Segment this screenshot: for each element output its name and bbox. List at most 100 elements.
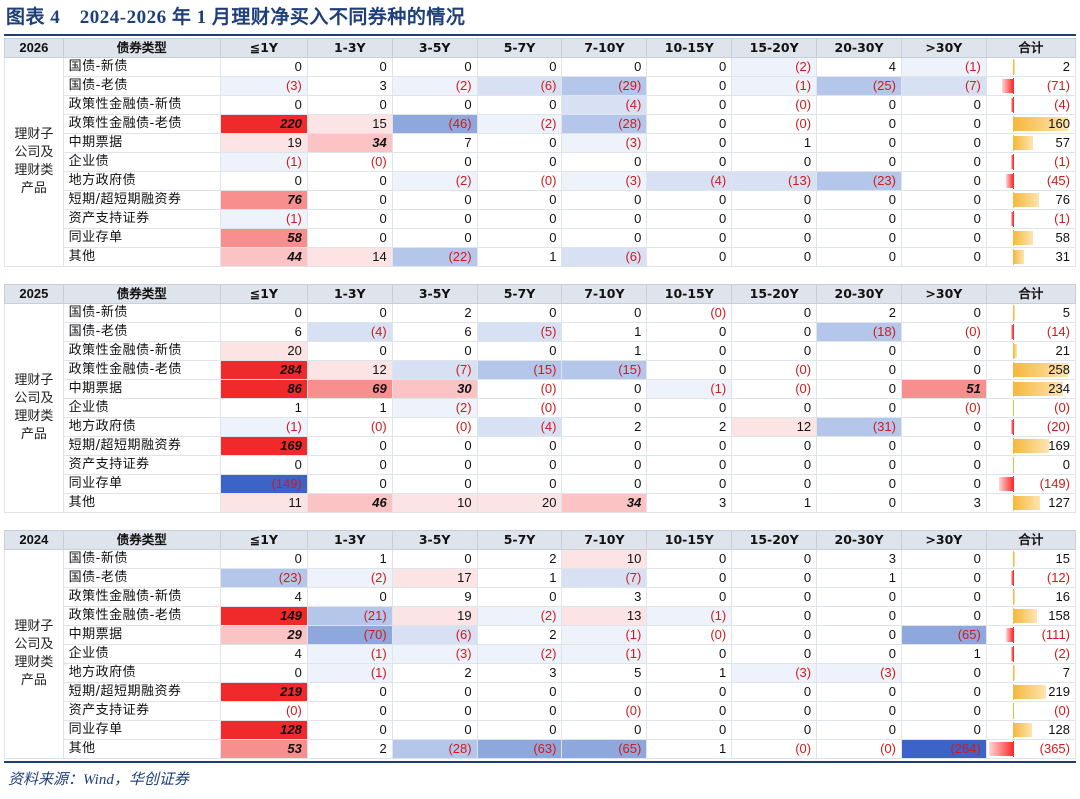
value-cell: (15) (561, 360, 648, 380)
value-cell: 0 (391, 95, 478, 115)
value-cell: 0 (219, 455, 308, 475)
total-axis (1012, 419, 1014, 435)
value-cell: (3) (816, 663, 902, 683)
value-cell: 0 (816, 209, 902, 229)
value-cell: 0 (731, 701, 818, 721)
value-cell: 0 (306, 682, 393, 702)
value-cell: 0 (731, 228, 818, 248)
table-row: 同业存单 58 0 0 0 0 0 0 0 0 58 (5, 228, 1077, 248)
value-cell: 0 (816, 247, 902, 267)
maturity-header: 7-10Y (561, 530, 648, 550)
total-value: 21 (1055, 343, 1070, 358)
value-cell: 0 (561, 57, 648, 77)
total-value: (1) (1054, 154, 1070, 169)
total-axis (1012, 381, 1014, 397)
value-cell: 0 (816, 625, 902, 645)
value-cell: 5 (561, 663, 648, 683)
value-cell: 0 (731, 568, 818, 588)
total-axis (1012, 135, 1014, 151)
value-cell: 0 (561, 152, 648, 172)
total-axis (1012, 78, 1014, 94)
value-cell: 0 (219, 303, 308, 323)
table-row: 地方政府债 0 (1) 2 3 5 1 (3) (3) 0 7 (5, 663, 1077, 683)
total-value: (149) (1039, 476, 1070, 491)
total-bar (1012, 496, 1040, 510)
total-value: (45) (1046, 173, 1070, 188)
value-cell: (1) (306, 663, 393, 683)
value-cell: (0) (731, 739, 818, 759)
value-cell: (1) (219, 417, 308, 437)
value-cell: (1) (306, 644, 393, 664)
value-cell: 0 (816, 701, 902, 721)
value-cell: (2) (476, 644, 563, 664)
table-row: 短期/超短期融资券 169 0 0 0 0 0 0 0 0 169 (5, 436, 1077, 456)
total-cell: (111) (985, 625, 1077, 645)
value-cell: 0 (646, 587, 733, 607)
value-cell: (0) (731, 114, 818, 134)
value-cell: 0 (476, 95, 563, 115)
value-cell: 0 (900, 247, 987, 267)
value-cell: 0 (561, 682, 648, 702)
value-cell: 0 (476, 587, 563, 607)
value-cell: 2 (816, 303, 902, 323)
total-axis (1012, 703, 1014, 719)
data-table-2024: 2024 债券类型 ≦1Y 1-3Y 3-5Y 5-7Y 7-10Y 10-15Y 15-20Y… (4, 530, 1077, 759)
total-cell: 160 (985, 114, 1077, 134)
value-cell: 44 (219, 247, 308, 267)
value-cell: (0) (731, 379, 818, 399)
value-cell: 6 (219, 322, 308, 342)
value-cell: (2) (476, 606, 563, 626)
side-label: 理财子公司及理财类产品 (4, 549, 64, 759)
total-bar (1012, 60, 1015, 74)
total-axis (1012, 495, 1014, 511)
value-cell: 69 (306, 379, 393, 399)
total-bar (1012, 306, 1015, 320)
bond-type-label: 企业债 (62, 398, 221, 418)
value-cell: (29) (561, 76, 648, 96)
maturity-header: >30Y (900, 530, 987, 550)
total-header: 合计 (985, 284, 1077, 304)
maturity-header: >30Y (900, 284, 987, 304)
total-axis (1012, 608, 1014, 624)
value-cell: 0 (646, 322, 733, 342)
value-cell: 13 (561, 606, 648, 626)
value-cell: 2 (306, 739, 393, 759)
value-cell: 0 (900, 549, 987, 569)
maturity-header: 10-15Y (646, 284, 733, 304)
total-bar (1012, 382, 1063, 396)
value-cell: 0 (646, 360, 733, 380)
table-row: 资产支持证券 (1) 0 0 0 0 0 0 0 0 (1) (5, 209, 1077, 229)
value-cell: 0 (306, 701, 393, 721)
value-cell: 34 (561, 493, 648, 513)
table-row: 国债-老债 (23) (2) 17 1 (7) 0 0 1 0 (12) (5, 568, 1077, 588)
value-cell: 0 (561, 455, 648, 475)
value-cell: (65) (900, 625, 987, 645)
value-cell: 3 (646, 493, 733, 513)
value-cell: 0 (476, 303, 563, 323)
value-cell: (1) (561, 644, 648, 664)
bond-type-label: 政策性金融债-新债 (62, 587, 221, 607)
total-axis (1012, 646, 1014, 662)
data-table-2025: 2025 债券类型 ≦1Y 1-3Y 3-5Y 5-7Y 7-10Y 10-15Y 15-20Y… (4, 284, 1077, 513)
value-cell: 0 (391, 455, 478, 475)
value-cell: 0 (306, 190, 393, 210)
value-cell: 0 (646, 644, 733, 664)
total-axis (1012, 154, 1014, 170)
total-cell: (45) (985, 171, 1077, 191)
value-cell: 0 (900, 341, 987, 361)
total-value: 15 (1055, 551, 1070, 566)
total-header: 合计 (985, 530, 1077, 550)
value-cell: 0 (646, 398, 733, 418)
table-row: 政策性金融债-老债 220 15 (46) (2) (28) 0 (0) 0 0 160 (5, 114, 1077, 134)
value-cell: 0 (561, 398, 648, 418)
value-cell: 0 (391, 190, 478, 210)
total-axis (1012, 722, 1014, 738)
value-cell: 0 (391, 474, 478, 494)
total-bar (1012, 723, 1032, 737)
value-cell: 0 (900, 587, 987, 607)
total-bar (1012, 344, 1017, 358)
total-bar (1012, 231, 1033, 245)
value-cell: 0 (561, 474, 648, 494)
total-cell: 169 (985, 436, 1077, 456)
maturity-header: 20-30Y (816, 284, 902, 304)
